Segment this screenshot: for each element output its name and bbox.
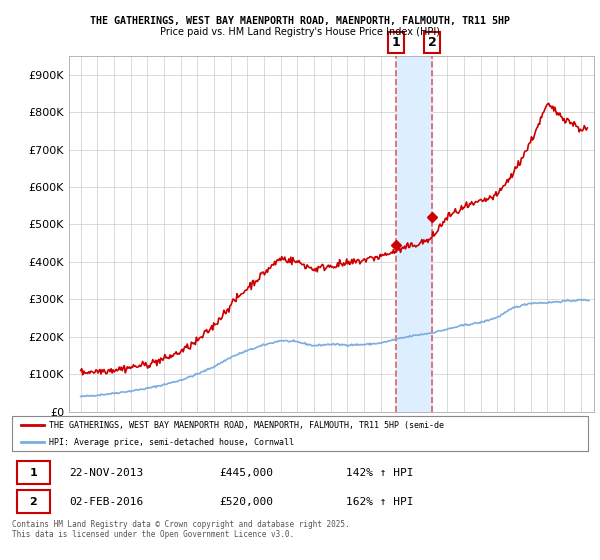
- Text: 142% ↑ HPI: 142% ↑ HPI: [346, 468, 413, 478]
- Text: £520,000: £520,000: [220, 497, 274, 507]
- Text: 1: 1: [29, 468, 37, 478]
- Text: 02-FEB-2016: 02-FEB-2016: [70, 497, 144, 507]
- Text: HPI: Average price, semi-detached house, Cornwall: HPI: Average price, semi-detached house,…: [49, 437, 295, 447]
- Text: 1: 1: [391, 36, 400, 49]
- Text: 2: 2: [428, 36, 436, 49]
- Text: £445,000: £445,000: [220, 468, 274, 478]
- Text: Price paid vs. HM Land Registry's House Price Index (HPI): Price paid vs. HM Land Registry's House …: [160, 27, 440, 37]
- Text: 22-NOV-2013: 22-NOV-2013: [70, 468, 144, 478]
- Text: THE GATHERINGS, WEST BAY MAENPORTH ROAD, MAENPORTH, FALMOUTH, TR11 5HP: THE GATHERINGS, WEST BAY MAENPORTH ROAD,…: [90, 16, 510, 26]
- Text: 2: 2: [29, 497, 37, 507]
- FancyBboxPatch shape: [17, 491, 50, 513]
- Text: Contains HM Land Registry data © Crown copyright and database right 2025.
This d: Contains HM Land Registry data © Crown c…: [12, 520, 350, 539]
- Text: THE GATHERINGS, WEST BAY MAENPORTH ROAD, MAENPORTH, FALMOUTH, TR11 5HP (semi-de: THE GATHERINGS, WEST BAY MAENPORTH ROAD,…: [49, 421, 445, 430]
- Text: 162% ↑ HPI: 162% ↑ HPI: [346, 497, 413, 507]
- Bar: [395, 56, 432, 412]
- FancyBboxPatch shape: [12, 416, 588, 451]
- FancyBboxPatch shape: [17, 461, 50, 484]
